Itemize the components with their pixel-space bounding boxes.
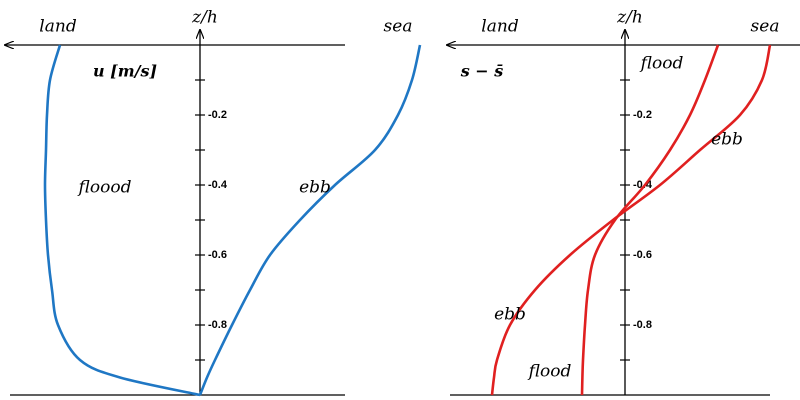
- panel-title: u [m/s]: [93, 62, 157, 81]
- y-tick-label: -0.8: [633, 319, 652, 331]
- y-tick-label: -0.6: [208, 249, 227, 261]
- series-label: ebb: [299, 178, 331, 198]
- profile-line: [490, 44, 772, 396]
- axis-label: z/h: [191, 8, 218, 28]
- y-tick-label: -0.2: [633, 109, 652, 121]
- y-tick-label: -0.2: [208, 109, 227, 121]
- series-label: floood: [77, 178, 132, 198]
- y-tick-label: -0.8: [208, 319, 227, 331]
- profile-line: [43, 44, 201, 397]
- panel-title: s − s̄: [460, 62, 504, 81]
- profile-line: [580, 44, 720, 396]
- sea-label: sea: [751, 17, 780, 37]
- y-tick-label: -0.6: [633, 249, 652, 261]
- sea-label: sea: [384, 17, 413, 37]
- series-label: flood: [639, 54, 684, 74]
- annotation: ebb: [494, 305, 526, 325]
- land-label: land: [39, 17, 77, 37]
- y-tick-label: -0.4: [208, 179, 228, 191]
- land-label: land: [481, 17, 519, 37]
- profile-line: [198, 44, 422, 396]
- annotation: flood: [527, 362, 572, 382]
- series-label: ebb: [711, 130, 743, 150]
- axis-label: z/h: [616, 8, 643, 28]
